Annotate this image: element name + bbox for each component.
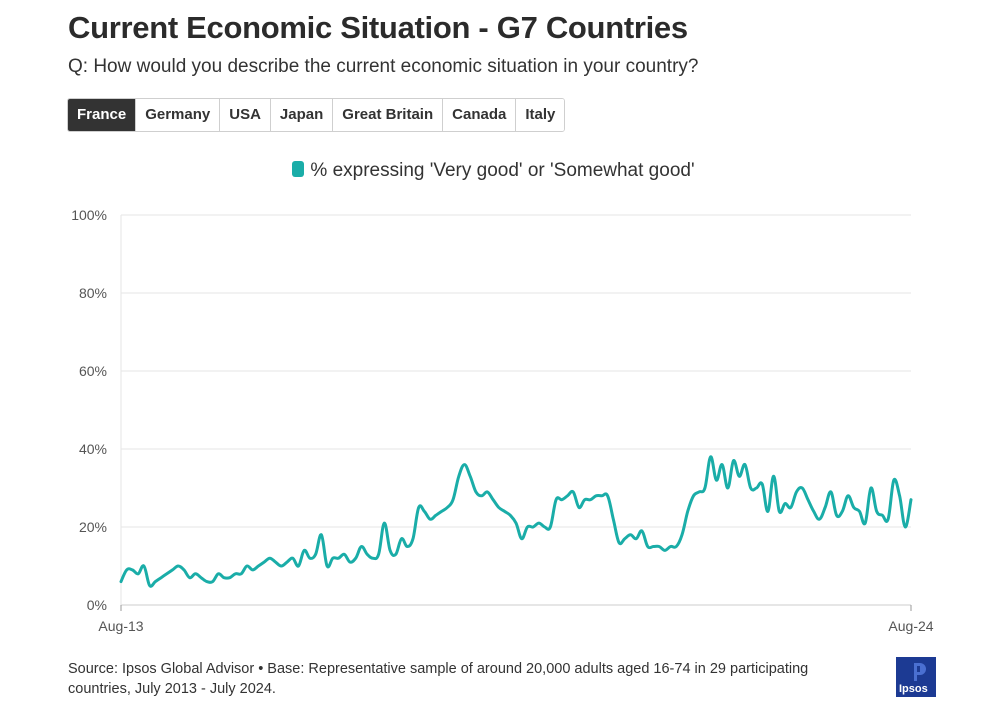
x-tick-label: Aug-13 [98, 618, 143, 634]
chart-series [119, 455, 913, 588]
legend-swatch [292, 161, 305, 177]
page-title: Current Economic Situation - G7 Countrie… [68, 10, 688, 45]
y-axis-ticks: 0% 20% 40% 60% 80% 100% [71, 207, 107, 613]
page-subtitle: Q: How would you describe the current ec… [68, 56, 699, 77]
ipsos-logo: Ipsos [896, 657, 936, 697]
x-tick-label: Aug-24 [888, 618, 933, 634]
tab-usa[interactable]: USA [220, 99, 271, 131]
chart-gridlines [120, 214, 911, 606]
y-tick-label: 100% [71, 207, 107, 223]
line-chart: 0% 20% 40% 60% 80% 100% Aug-13 Aug-24 [71, 207, 934, 634]
tab-japan[interactable]: Japan [270, 99, 334, 131]
y-tick-label: 20% [79, 519, 107, 535]
series-line-0[interactable] [119, 455, 913, 588]
chart-legend[interactable]: % expressing 'Very good' or 'Somewhat go… [0, 160, 987, 182]
tab-canada[interactable]: Canada [443, 99, 517, 131]
tab-great-britain[interactable]: Great Britain [333, 99, 444, 131]
tab-germany[interactable]: Germany [136, 99, 221, 131]
y-tick-label: 80% [79, 285, 107, 301]
ipsos-mark-icon [914, 663, 926, 681]
y-tick-label: 40% [79, 441, 107, 457]
logo-text: Ipsos [899, 683, 928, 695]
country-tabs: France Germany USA Japan Great Britain C… [67, 98, 566, 132]
tab-france[interactable]: France [68, 99, 137, 131]
y-tick-label: 60% [79, 363, 107, 379]
x-axis-ticks: Aug-13 Aug-24 [98, 605, 934, 634]
tab-italy[interactable]: Italy [516, 99, 565, 131]
y-tick-label: 0% [87, 597, 107, 613]
legend-label: % expressing 'Very good' or 'Somewhat go… [310, 160, 695, 181]
source-note: Source: Ipsos Global Advisor • Base: Rep… [68, 661, 809, 697]
